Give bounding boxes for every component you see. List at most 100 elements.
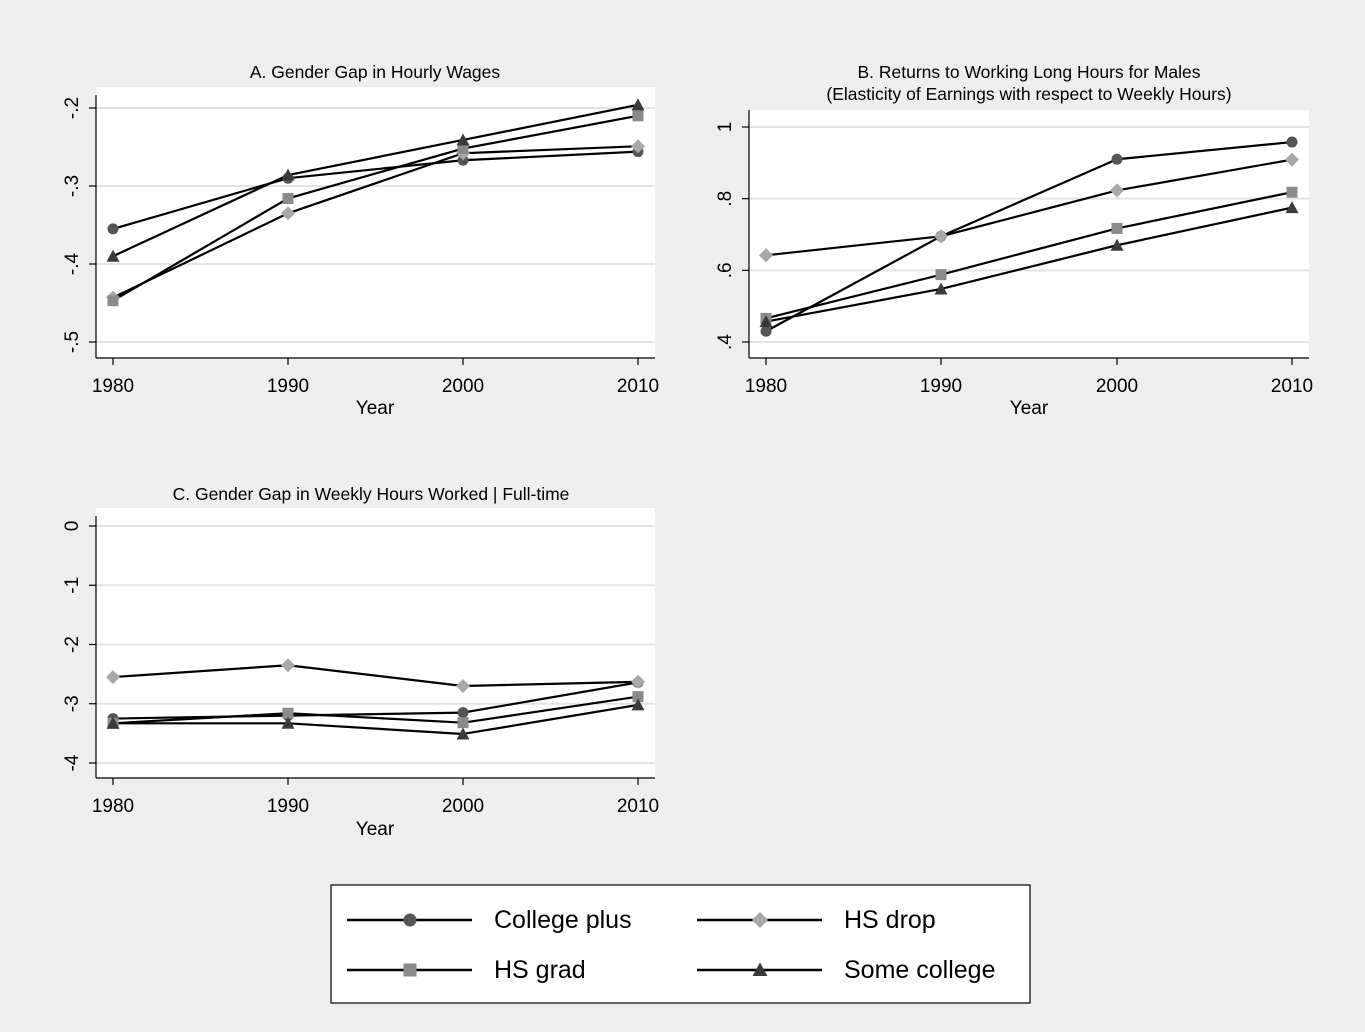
panel-a-point-hs-grad [632, 110, 644, 122]
panel-c-x-tick-label: 2000 [442, 796, 484, 817]
panel-c-title: C. Gender Gap in Weekly Hours Worked | F… [173, 484, 570, 504]
panel-b-title: B. Returns to Working Long Hours for Mal… [857, 62, 1200, 82]
panel-a-y-tick-label: -.5 [62, 331, 83, 353]
panel-c-x-tick-label: 1990 [267, 796, 309, 817]
panel-b-point-some-college [759, 315, 773, 328]
panel-c-series-line-hs-grad [112, 695, 639, 725]
panel-c-point-some-college [456, 727, 470, 740]
panel-c-series-line-some-college [113, 703, 639, 736]
panel-a-point-college-plus [457, 154, 469, 166]
panel-b-y-tick-label: .8 [715, 191, 736, 207]
legend-item-hs-grad: HS grad [347, 956, 586, 984]
triangle-marker-icon [752, 962, 768, 976]
panel-b-series-line-hs-drop [765, 158, 1293, 257]
panel-b-y-tick-label: .6 [715, 262, 736, 278]
panel-b-point-some-college [1285, 201, 1299, 214]
square-marker-icon [403, 963, 417, 977]
panel-a-y-tick-label: -.3 [62, 175, 83, 197]
legend-item-hs-drop: HS drop [697, 906, 936, 934]
panel-a-x-tick-label: 1990 [267, 376, 309, 397]
panel-a-x-tick-label: 1980 [92, 376, 134, 397]
panel-a-point-some-college [281, 168, 295, 181]
panel-a-point-some-college [456, 133, 470, 146]
panel-a-title: A. Gender Gap in Hourly Wages [250, 62, 501, 82]
panel-c-series-line-hs-drop [112, 664, 639, 688]
panel-c-point-hs-drop [281, 658, 295, 673]
panel-a-series-line-hs-grad [112, 114, 639, 302]
panel-c-y-tick-label: -4 [62, 754, 83, 771]
panel-a-y-tick-label: -.4 [62, 252, 83, 275]
panel-a-point-some-college [631, 98, 645, 111]
panel-c-chart: C. Gender Gap in Weekly Hours Worked | F… [62, 484, 659, 840]
panel-b-point-hs-drop [934, 229, 948, 244]
panel-a-point-hs-grad [457, 143, 469, 155]
panel-a-series-line-hs-drop [112, 145, 639, 299]
panel-b-series-line-some-college [765, 206, 1293, 323]
panel-b-point-hs-grad [935, 269, 947, 281]
panel-b-y-tick-label: 1 [715, 122, 736, 133]
panel-b-point-college-plus [760, 325, 772, 337]
panel-a-x-axis-title: Year [356, 398, 395, 419]
legend-label-hs-grad: HS grad [494, 956, 586, 984]
panel-c-point-college-plus [457, 707, 469, 719]
panel-c-point-some-college [281, 716, 295, 729]
panel-b-x-tick-label: 1990 [920, 376, 962, 397]
panel-b-point-hs-grad [1286, 186, 1298, 198]
panel-c-y-tick-label: -1 [62, 577, 83, 594]
panel-c-point-hs-drop [456, 678, 470, 693]
legend-label-some-college: Some college [844, 956, 995, 984]
panel-a-point-hs-drop [631, 139, 645, 154]
panel-b-subtitle: (Elasticity of Earnings with respect to … [826, 84, 1231, 104]
panel-b-point-hs-drop [1285, 152, 1299, 167]
panel-c-series-line-college-plus [112, 681, 639, 720]
panel-b-point-some-college [1110, 238, 1124, 251]
panel-c-plot-area [96, 508, 655, 778]
panel-b-point-college-plus [1286, 136, 1298, 148]
panel-c-x-axis-title: Year [356, 819, 395, 840]
panel-a-y-tick-label: -.2 [62, 97, 83, 119]
circle-marker-icon [403, 913, 417, 927]
legend: College plus HS drop HS grad Some colleg… [330, 884, 1031, 1004]
panel-c-point-hs-drop [106, 670, 120, 685]
panel-b-y-tick-label: .4 [715, 334, 736, 350]
panel-c-y-tick-label: 0 [62, 521, 83, 532]
panel-a-point-hs-grad [107, 295, 119, 307]
legend-box [330, 884, 1031, 1004]
panel-c-y-tick-label: -3 [62, 695, 83, 712]
panel-a-series-line-some-college [112, 103, 639, 258]
panel-b-series-line-college-plus [765, 140, 1293, 333]
panel-b-chart: B. Returns to Working Long Hours for Mal… [715, 62, 1313, 419]
panel-b-point-hs-grad [1111, 222, 1123, 234]
panel-c-point-hs-grad [282, 707, 294, 719]
panel-b-point-college-plus [1111, 153, 1123, 165]
panel-a-point-some-college [106, 249, 120, 262]
panel-a-plot-area [96, 87, 655, 358]
panel-b-x-tick-label: 2000 [1096, 376, 1138, 397]
panel-b-x-tick-label: 2010 [1271, 376, 1313, 397]
panel-b-plot-area [749, 110, 1309, 358]
panel-c-point-hs-drop [631, 674, 645, 689]
panel-c-point-some-college [106, 716, 120, 729]
panel-c-point-some-college [631, 698, 645, 711]
panel-b-point-hs-drop [759, 248, 773, 263]
panel-c-point-hs-grad [457, 717, 469, 729]
panel-a-x-tick-label: 2000 [442, 376, 484, 397]
panel-a-point-hs-drop [281, 206, 295, 221]
panel-b-point-some-college [934, 282, 948, 295]
panel-c-y-tick-label: -2 [62, 636, 83, 653]
panel-a-chart: A. Gender Gap in Hourly Wages Year -.5 -.… [62, 62, 659, 419]
panel-a-point-college-plus [107, 223, 119, 235]
panel-b-x-axis-title: Year [1010, 398, 1049, 419]
panel-b-point-hs-drop [1110, 183, 1124, 198]
panel-b-x-tick-label: 1980 [745, 376, 787, 397]
legend-item-some-college: Some college [697, 956, 995, 984]
panel-a-point-hs-grad [282, 192, 294, 204]
panel-c-x-tick-label: 1980 [92, 796, 134, 817]
panel-c-point-hs-grad [632, 691, 644, 703]
panel-a-series-line-college-plus [112, 150, 639, 230]
legend-item-college-plus: College plus [347, 906, 632, 934]
panel-c-x-tick-label: 2010 [617, 796, 659, 817]
legend-label-hs-drop: HS drop [844, 906, 936, 934]
panel-a-x-tick-label: 2010 [617, 376, 659, 397]
